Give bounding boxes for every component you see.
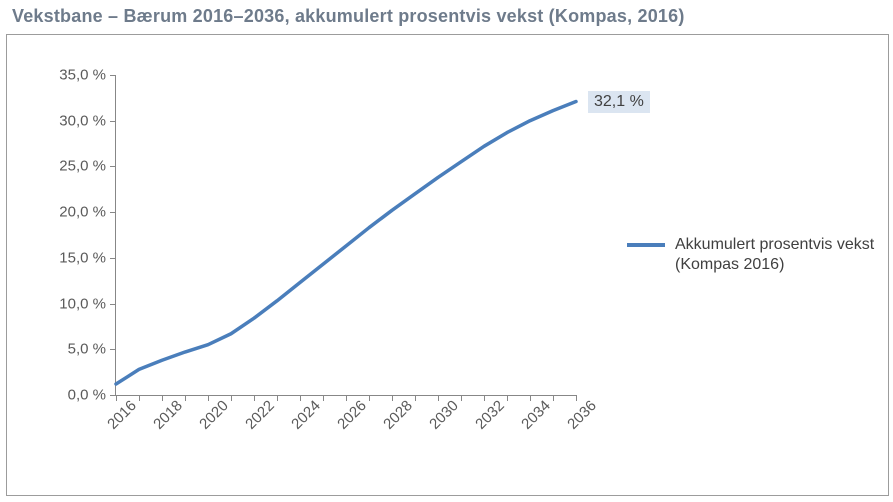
x-tick-label: 2026	[334, 397, 370, 433]
x-tick-mark	[185, 395, 186, 401]
x-tick-mark	[392, 395, 393, 401]
x-tick-label: 2024	[288, 397, 324, 433]
y-tick-label: 35,0 %	[59, 67, 106, 84]
chart-container: 0,0 % 5,0 % 10,0 % 15,0 % 20,0 % 25,0 % 30,0 %…	[6, 34, 889, 496]
x-tick-mark	[369, 395, 370, 401]
x-tick-label: 2018	[150, 397, 186, 433]
series-line	[116, 75, 576, 395]
x-tick-label: 2030	[426, 397, 462, 433]
chart-title: Vekstbane – Bærum 2016–2036, akkumulert …	[12, 6, 685, 27]
x-tick-mark	[530, 395, 531, 401]
x-tick-mark	[323, 395, 324, 401]
x-tick-mark	[415, 395, 416, 401]
legend-label: Akkumulert prosentvis vekst (Kompas 2016…	[675, 235, 875, 275]
y-tick-label: 30,0 %	[59, 112, 106, 129]
x-tick-mark	[231, 395, 232, 401]
x-tick-mark	[254, 395, 255, 401]
x-tick-mark	[484, 395, 485, 401]
x-tick-mark	[507, 395, 508, 401]
series-end-label: 32,1 %	[588, 91, 650, 113]
y-tick-label: 25,0 %	[59, 158, 106, 175]
x-tick-label: 2034	[518, 397, 554, 433]
y-tick-label: 0,0 %	[68, 387, 106, 404]
x-tick-label: 2020	[196, 397, 232, 433]
legend: Akkumulert prosentvis vekst (Kompas 2016…	[627, 235, 875, 275]
x-tick-label: 2032	[472, 397, 508, 433]
x-tick-mark	[277, 395, 278, 401]
x-tick-mark	[139, 395, 140, 401]
legend-swatch	[627, 243, 665, 247]
x-tick-mark	[461, 395, 462, 401]
x-tick-mark	[346, 395, 347, 401]
y-tick-label: 15,0 %	[59, 249, 106, 266]
x-tick-mark	[162, 395, 163, 401]
x-tick-label: 2016	[104, 397, 140, 433]
x-tick-label: 2036	[564, 397, 600, 433]
x-tick-label: 2022	[242, 397, 278, 433]
x-tick-mark	[553, 395, 554, 401]
plot-area: 0,0 %5,0 %10,0 %15,0 %20,0 %25,0 %30,0 %…	[115, 75, 576, 396]
x-tick-mark	[116, 395, 117, 401]
x-tick-label: 2028	[380, 397, 416, 433]
y-tick-label: 20,0 %	[59, 204, 106, 221]
x-tick-mark	[438, 395, 439, 401]
y-tick-label: 5,0 %	[68, 341, 106, 358]
x-tick-mark	[300, 395, 301, 401]
x-tick-mark	[208, 395, 209, 401]
x-tick-mark	[576, 395, 577, 401]
y-tick-label: 10,0 %	[59, 295, 106, 312]
